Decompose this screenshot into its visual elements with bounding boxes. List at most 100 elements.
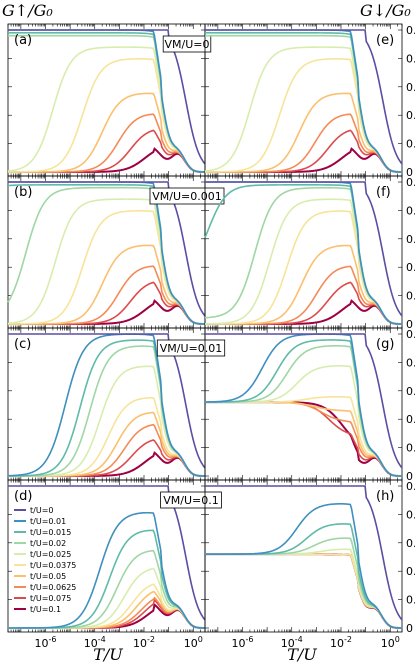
panel-label: (f) bbox=[376, 185, 391, 200]
panel-label: (b) bbox=[14, 185, 32, 200]
series-line bbox=[8, 397, 206, 477]
legend-entry: t/U=0.05 bbox=[30, 572, 66, 581]
panel-label: (h) bbox=[376, 489, 394, 504]
y-tick-label: 0.3 bbox=[406, 81, 415, 94]
panel-d: (d) VM/U=0.1 t/U=0 t/U=0.01 t/U=0.015 t/U=0.0… bbox=[7, 479, 222, 650]
y-tick-label: 0.4 bbox=[406, 508, 415, 521]
y-tick-label: 0.5 bbox=[406, 328, 415, 341]
series-line bbox=[205, 401, 403, 477]
legend-entry: t/U=0.025 bbox=[30, 550, 71, 559]
legend-entry: t/U=0.0625 bbox=[30, 583, 76, 592]
y-tick-label: 0.2 bbox=[406, 413, 415, 426]
series-line bbox=[7, 210, 206, 325]
vm-label-box bbox=[156, 339, 226, 357]
y-tick-label: 0 bbox=[406, 166, 413, 179]
y-tick-label: 0.1 bbox=[406, 138, 415, 151]
y-tick-label: 0 bbox=[406, 622, 413, 635]
y-tick-label: 0.3 bbox=[406, 233, 415, 246]
x-tick-label: 10-6 bbox=[232, 635, 254, 650]
y-tick-label: 0.1 bbox=[406, 594, 415, 607]
series-line bbox=[205, 333, 403, 469]
series-line bbox=[8, 439, 206, 477]
series-line bbox=[205, 553, 403, 629]
legend-entry: t/U=0.1 bbox=[30, 605, 61, 614]
legend-entry: t/U=0 bbox=[30, 506, 53, 515]
series-line bbox=[205, 92, 403, 173]
series-line bbox=[8, 92, 206, 173]
series-line bbox=[7, 333, 206, 477]
right-y-axis-title: G↓/G₀ bbox=[360, 1, 411, 20]
vm-label-box bbox=[160, 491, 222, 509]
vm-label: VM/U=0.001 bbox=[152, 190, 221, 203]
y-tick-label: 0.5 bbox=[406, 176, 415, 189]
y-tick-label: 0.5 bbox=[406, 24, 415, 37]
series-line bbox=[205, 401, 403, 477]
panel-g: 0 0.1 0.2 0.3 0.4 0.5 (g) bbox=[204, 327, 415, 483]
panel-f: 0 0.1 0.2 0.3 0.4 0.5 (f) bbox=[204, 175, 415, 331]
legend: t/U=0 t/U=0.01 t/U=0.015 t/U=0.02 t/U=0.025 t… bbox=[14, 506, 76, 614]
x-tick-label: 100 bbox=[381, 635, 400, 650]
vm-label-box bbox=[149, 187, 225, 205]
series-line bbox=[204, 210, 403, 325]
vm-label-box bbox=[162, 35, 212, 53]
series-line bbox=[205, 548, 403, 629]
x-axis-title-right: T/U bbox=[287, 645, 317, 664]
series-line bbox=[8, 411, 206, 477]
panel-b: (b) VM/U=0.001 bbox=[7, 175, 225, 329]
y-tick-label: 0.5 bbox=[406, 480, 415, 493]
series-line bbox=[205, 523, 403, 629]
panel-a: (a) VM/U=0 bbox=[7, 23, 212, 177]
series-line bbox=[205, 396, 403, 477]
y-tick-label: 0.4 bbox=[406, 356, 415, 369]
panel-label: (a) bbox=[14, 33, 32, 48]
x-tick-label: 10-2 bbox=[133, 635, 155, 650]
series-line bbox=[205, 181, 403, 317]
series-line bbox=[8, 511, 206, 629]
legend-entry: t/U=0.02 bbox=[30, 539, 66, 548]
panel-label: (c) bbox=[14, 337, 31, 352]
y-tick-label: 0.4 bbox=[406, 204, 415, 217]
x-tick-label: 10-6 bbox=[35, 635, 57, 650]
series-line bbox=[205, 553, 403, 629]
series-line bbox=[204, 58, 403, 173]
x-tick-label: 10-2 bbox=[330, 635, 352, 650]
legend-entry: t/U=0.0375 bbox=[30, 561, 76, 570]
panel-e: 0 0.1 0.2 0.3 0.4 0.5 (e) bbox=[204, 23, 415, 179]
panel-label: (e) bbox=[376, 33, 394, 48]
series-line bbox=[205, 553, 403, 629]
vm-label: VM/U=0.1 bbox=[163, 494, 218, 507]
legend-entry: t/U=0.075 bbox=[30, 594, 71, 603]
y-tick-label: 0.3 bbox=[406, 385, 415, 398]
y-tick-label: 0.4 bbox=[406, 52, 415, 65]
y-tick-label: 0.1 bbox=[406, 290, 415, 303]
panel-label: (d) bbox=[14, 489, 32, 504]
panel-frame bbox=[204, 479, 403, 633]
y-tick-label: 0.1 bbox=[406, 442, 415, 455]
series-line bbox=[205, 401, 403, 477]
series-line bbox=[205, 29, 403, 165]
y-tick-label: 0 bbox=[406, 470, 413, 483]
series-line bbox=[7, 58, 206, 173]
y-tick-label: 0.3 bbox=[406, 537, 415, 550]
y-tick-label: 0 bbox=[406, 318, 413, 331]
series-line bbox=[205, 537, 403, 629]
legend-entry: t/U=0.015 bbox=[30, 528, 71, 537]
series-line bbox=[8, 244, 206, 325]
y-tick-label: 0.2 bbox=[406, 261, 415, 274]
left-y-axis-title: G↑/G₀ bbox=[2, 1, 53, 20]
panel-c: (c) VM/U=0.01 bbox=[7, 327, 226, 481]
vm-label: VM/U=0.01 bbox=[160, 342, 222, 355]
x-tick-label: 100 bbox=[184, 635, 203, 650]
panel-label: (g) bbox=[376, 337, 394, 352]
series-line bbox=[205, 553, 403, 629]
series-line bbox=[205, 265, 403, 325]
y-tick-label: 0.2 bbox=[406, 109, 415, 122]
y-tick-label: 0.2 bbox=[406, 565, 415, 578]
legend-entry: t/U=0.01 bbox=[30, 517, 66, 526]
series-line bbox=[205, 503, 403, 629]
series-line bbox=[205, 553, 403, 629]
x-axis-title-left: T/U bbox=[93, 645, 123, 664]
series-line bbox=[205, 401, 403, 477]
